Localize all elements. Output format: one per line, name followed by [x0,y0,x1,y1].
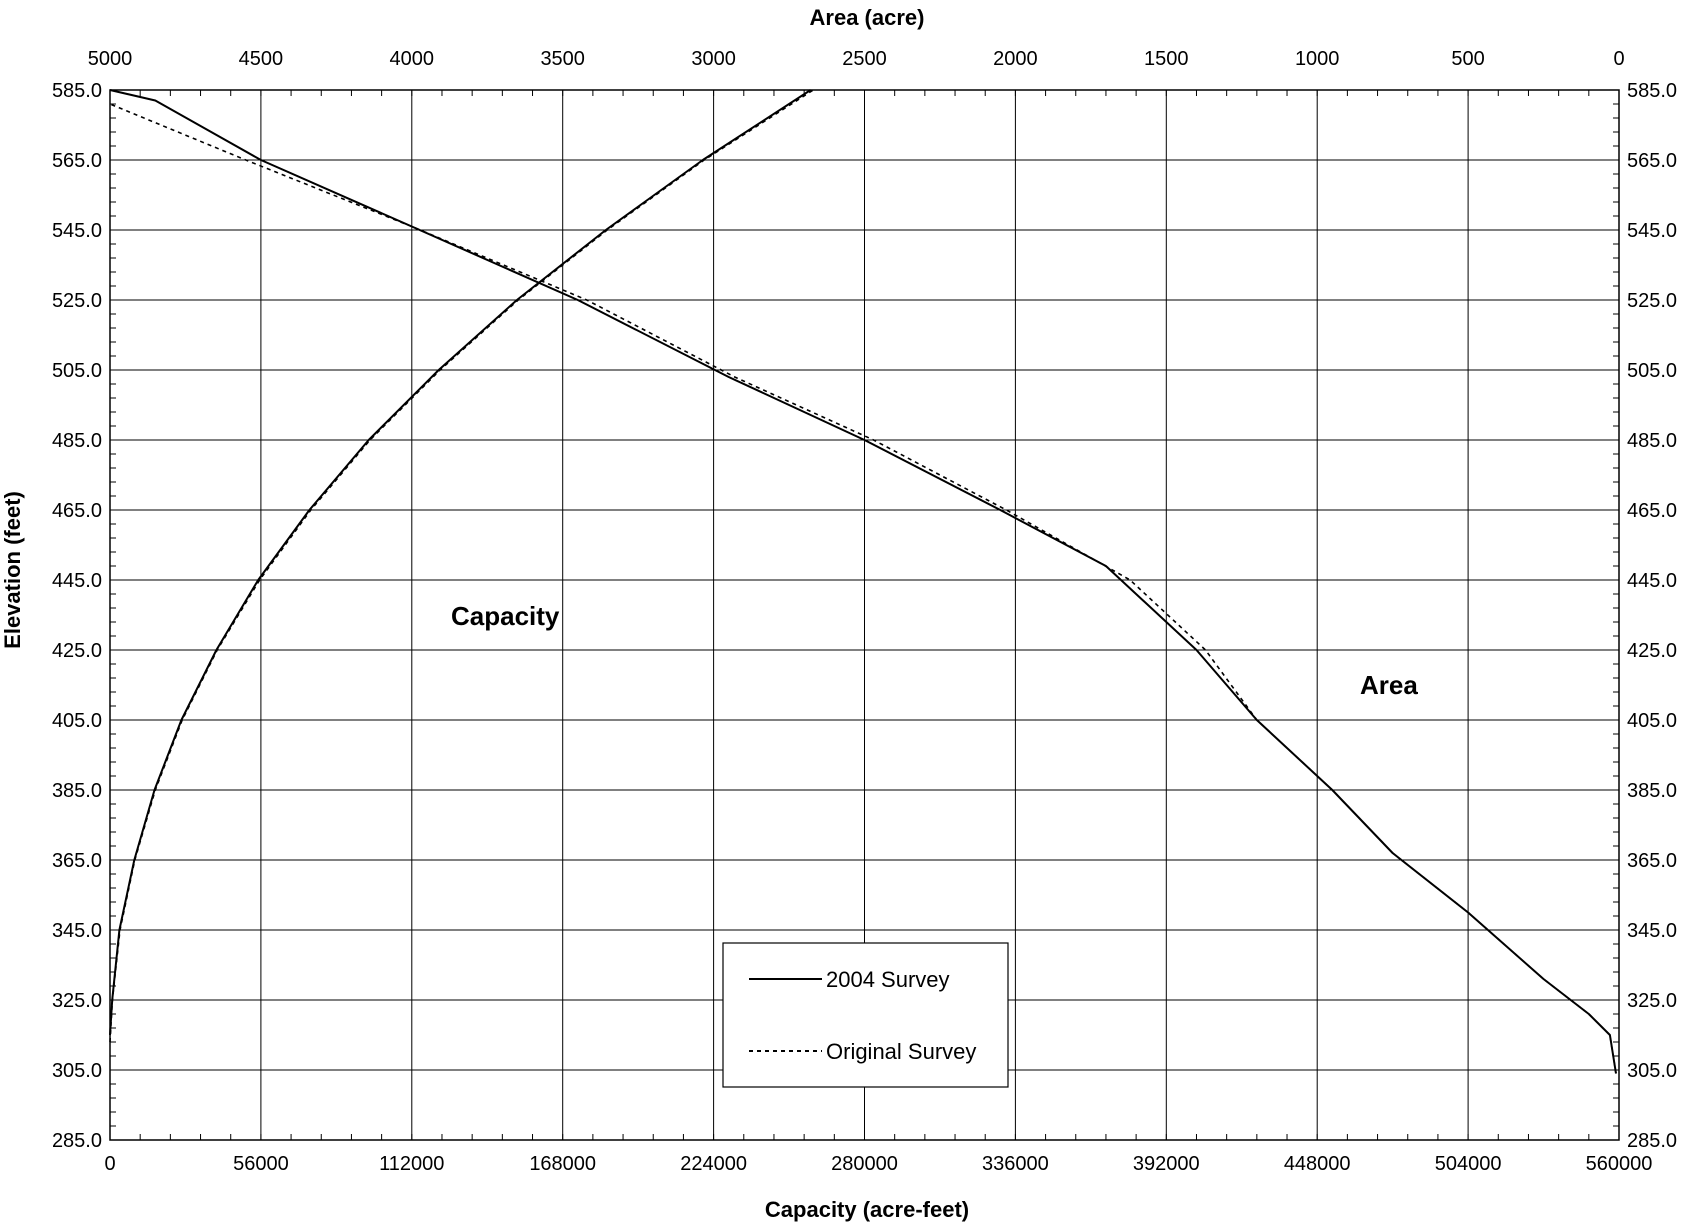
left-tick-label-5: 385.0 [52,780,102,802]
left-tick-label-1: 305.0 [52,1060,102,1082]
top-tick-label-9: 500 [1451,48,1484,70]
bottom-tick-label-6: 336000 [982,1153,1049,1175]
top-tick-label-2: 4000 [390,48,435,70]
right-tick-label-4: 365.0 [1627,850,1677,872]
tick-labels: 0 56000 112000 168000 224000 280000 336000 3920… [52,48,1677,1175]
series-line-capacity-original-survey [109,89,814,1043]
bottom-tick-label-7: 392000 [1133,1153,1200,1175]
right-tick-label-15: 585.0 [1627,80,1677,102]
bottom-tick-label-5: 280000 [831,1153,898,1175]
top-tick-label-8: 1000 [1295,48,1340,70]
bottom-axis-title: Capacity (acre-feet) [765,1197,969,1222]
right-tick-label-6: 405.0 [1627,710,1677,732]
right-tick-label-12: 525.0 [1627,290,1677,312]
top-tick-label-6: 2000 [993,48,1038,70]
top-tick-label-3: 3500 [540,48,585,70]
right-tick-label-3: 345.0 [1627,920,1677,942]
legend-label-2004-survey: 2004 Survey [826,967,950,992]
top-tick-label-5: 2500 [842,48,887,70]
series-line-area-original-survey [109,103,1617,1074]
area-curve-label: Area [1360,670,1418,700]
left-tick-label-14: 565.0 [52,150,102,172]
top-tick-label-10: 0 [1613,48,1624,70]
legend-box [722,942,1009,1088]
series-lines [109,89,1617,1074]
left-tick-label-10: 485.0 [52,430,102,452]
left-tick-label-0: 285.0 [52,1130,102,1152]
right-tick-label-10: 485.0 [1627,430,1677,452]
right-tick-label-14: 565.0 [1627,150,1677,172]
top-axis-title: Area (acre) [810,5,925,30]
bottom-tick-label-8: 448000 [1284,1153,1351,1175]
legend-label-original-survey: Original Survey [826,1039,976,1064]
left-tick-label-15: 585.0 [52,80,102,102]
right-tick-label-11: 505.0 [1627,360,1677,382]
right-tick-label-13: 545.0 [1627,220,1677,242]
series-line-area-2004-survey [109,89,1617,1074]
left-tick-label-13: 545.0 [52,220,102,242]
right-tick-label-2: 325.0 [1627,990,1677,1012]
right-tick-label-0: 285.0 [1627,1130,1677,1152]
left-tick-label-12: 525.0 [52,290,102,312]
top-tick-label-7: 1500 [1144,48,1189,70]
bottom-tick-label-2: 112000 [379,1153,444,1175]
top-tick-label-4: 3000 [691,48,736,70]
left-tick-label-8: 445.0 [52,570,102,592]
series-line-capacity-2004-survey [109,89,812,1036]
left-tick-label-9: 465.0 [52,500,102,522]
bottom-tick-label-4: 224000 [680,1153,747,1175]
left-tick-label-2: 325.0 [52,990,102,1012]
capacity-curve-label: Capacity [451,601,560,631]
left-tick-label-11: 505.0 [52,360,102,382]
right-tick-label-7: 425.0 [1627,640,1677,662]
right-tick-label-1: 305.0 [1627,1060,1677,1082]
bottom-tick-label-10: 560000 [1586,1153,1653,1175]
bottom-tick-label-1: 56000 [233,1153,289,1175]
left-tick-label-6: 405.0 [52,710,102,732]
bottom-tick-label-0: 0 [104,1153,115,1175]
right-tick-label-9: 465.0 [1627,500,1677,522]
left-tick-label-7: 425.0 [52,640,102,662]
bottom-tick-label-9: 504000 [1435,1153,1502,1175]
top-tick-label-1: 4500 [239,48,284,70]
bottom-tick-label-3: 168000 [529,1153,596,1175]
top-tick-label-0: 5000 [88,48,133,70]
left-axis-title: Elevation (feet) [0,491,25,649]
right-tick-label-8: 445.0 [1627,570,1677,592]
legend: 2004 Survey Original Survey [722,942,1009,1088]
plot-frame [109,89,1620,1141]
left-tick-label-3: 345.0 [52,920,102,942]
left-tick-label-4: 365.0 [52,850,102,872]
right-tick-label-5: 385.0 [1627,780,1677,802]
